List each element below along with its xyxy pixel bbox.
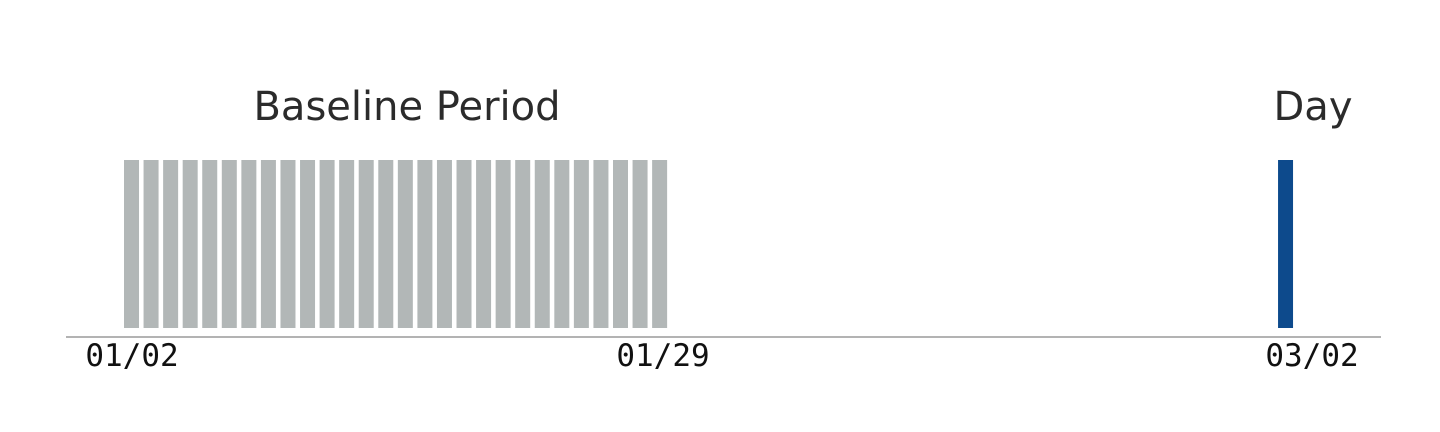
baseline-day-bar-5 — [202, 160, 218, 328]
baseline-day-bar-18 — [456, 160, 472, 328]
bars-layer — [124, 160, 1294, 328]
baseline-day-bar-19 — [476, 160, 492, 328]
baseline-day-bar-2 — [143, 160, 159, 328]
baseline-day-bar-21 — [515, 160, 531, 328]
baseline-day-bar-8 — [260, 160, 276, 328]
x-tick-label-end: 03/02 — [1265, 338, 1358, 374]
day-bar-1 — [1278, 160, 1294, 328]
baseline-day-bar-9 — [280, 160, 296, 328]
baseline-day-bar-15 — [397, 160, 413, 328]
baseline-day-bar-11 — [319, 160, 335, 328]
baseline-day-bar-27 — [632, 160, 648, 328]
day-label: Day — [1274, 84, 1353, 130]
baseline-day-bar-28 — [652, 160, 668, 328]
baseline-day-bar-24 — [573, 160, 589, 328]
baseline-day-bar-16 — [417, 160, 433, 328]
baseline-day-bar-13 — [358, 160, 374, 328]
baseline-day-bar-6 — [221, 160, 237, 328]
baseline-day-bar-23 — [554, 160, 570, 328]
baseline-day-bar-14 — [378, 160, 394, 328]
baseline-day-bar-4 — [182, 160, 198, 328]
x-tick-label-start: 01/02 — [85, 338, 178, 374]
baseline-day-bar-7 — [241, 160, 257, 328]
x-tick-label-mid: 01/29 — [616, 338, 709, 374]
baseline-day-bar-20 — [495, 160, 511, 328]
baseline-day-bar-10 — [300, 160, 316, 328]
baseline-day-bar-1 — [124, 160, 139, 328]
baseline-day-bar-25 — [593, 160, 609, 328]
baseline-day-bar-12 — [339, 160, 355, 328]
baseline-day-bar-22 — [534, 160, 550, 328]
baseline-day-bar-17 — [436, 160, 452, 328]
baseline-day-bar-3 — [163, 160, 179, 328]
baseline-period-label: Baseline Period — [253, 84, 560, 130]
baseline-day-bar-26 — [613, 160, 628, 328]
